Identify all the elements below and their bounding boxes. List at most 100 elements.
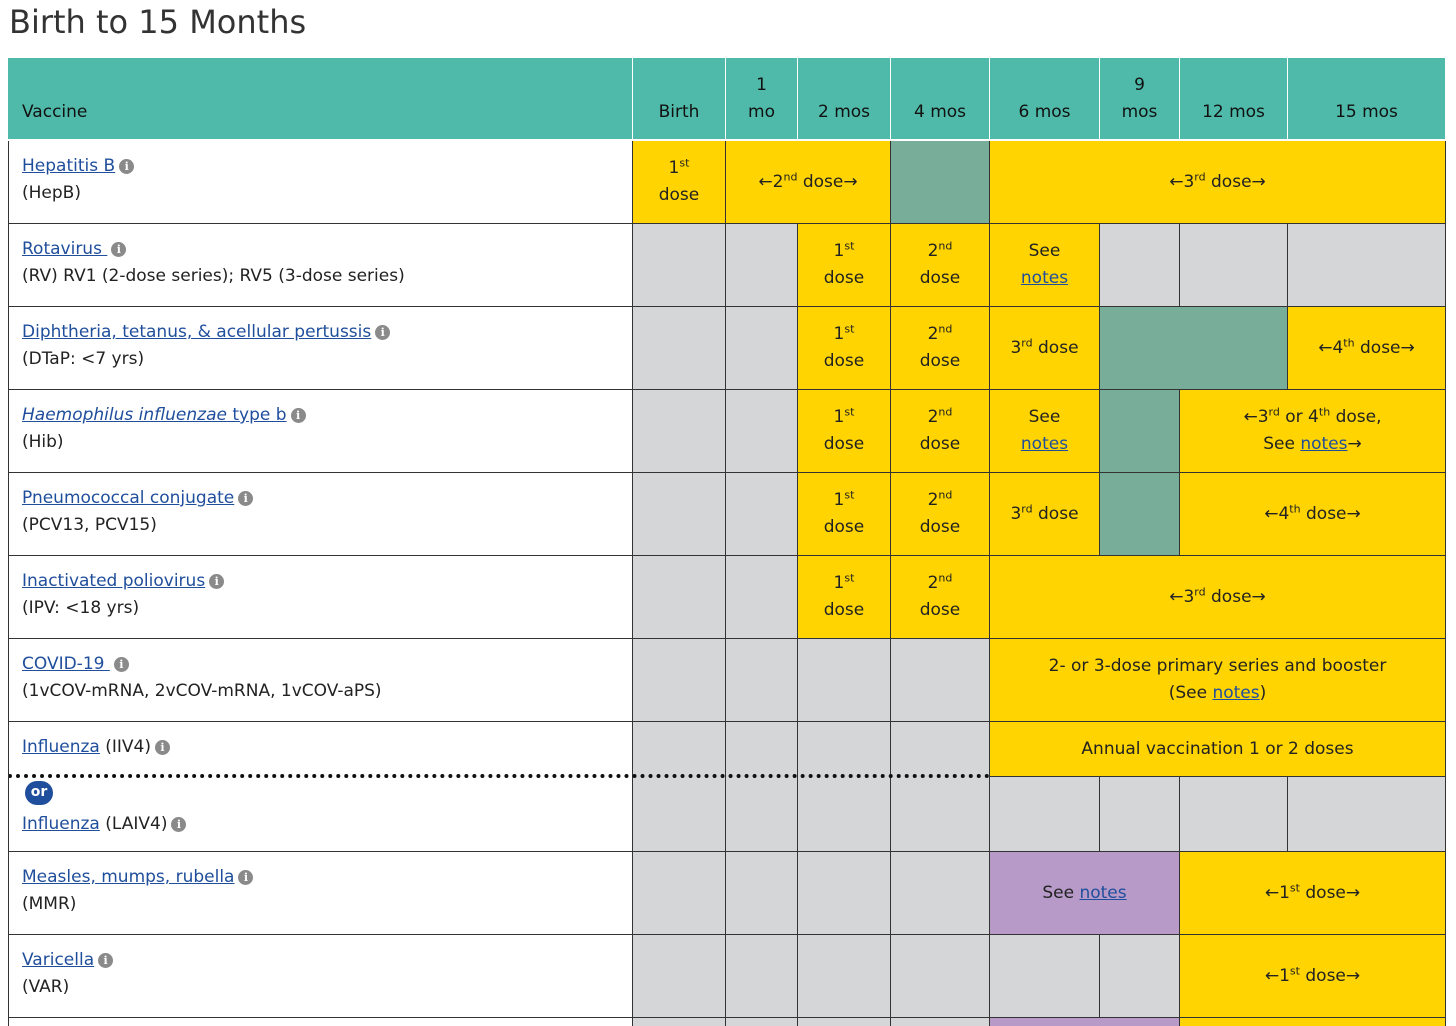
notes-link[interactable]: notes	[1300, 434, 1348, 454]
dose-range-cell: Annual vaccination 1 or 2 doses	[990, 722, 1446, 777]
info-icon[interactable]: i	[238, 869, 254, 885]
dose-range-cell: ←1st dose→	[1180, 852, 1446, 935]
notes-link[interactable]: notes	[1079, 882, 1127, 903]
empty-cell	[726, 224, 798, 307]
dose-cell: 2nd dose	[891, 556, 990, 639]
vaccine-link-varicella[interactable]: Varicella	[22, 950, 95, 970]
vaccine-link-hib[interactable]: Haemophilus influenzae type b	[22, 405, 287, 425]
notes-link[interactable]: notes	[1020, 268, 1069, 288]
vaccine-link-influenza[interactable]: Influenza	[22, 814, 100, 834]
info-icon[interactable]: i	[111, 241, 127, 257]
dose-cell: 3rd dose	[990, 473, 1100, 556]
dose-range-cell: ←2nd dose→	[726, 141, 891, 224]
vaccine-cell-influenza-iiv4: Influenza (IIV4) i	[8, 722, 633, 777]
empty-cell	[990, 935, 1100, 1018]
dose-cell: 2nd dose	[891, 307, 990, 390]
vaccine-link-ipv[interactable]: Inactivated poliovirus	[22, 571, 206, 591]
empty-cell	[891, 777, 990, 852]
info-icon[interactable]: i	[113, 656, 129, 672]
dose-cell: 1st dose	[633, 141, 726, 224]
dose-range-cell: ←4th dose→	[1288, 307, 1446, 390]
dose-range-cell: 2- or 3-dose primary series and booster(…	[990, 639, 1446, 722]
vaccine-link-pcv[interactable]: Pneumococcal conjugate	[22, 488, 235, 508]
table-left-border	[8, 141, 9, 1026]
column-header-12mos: 12 mos	[1180, 58, 1288, 141]
empty-cell	[1180, 224, 1288, 307]
empty-cell	[798, 639, 891, 722]
dose-cell: 2nd dose	[891, 224, 990, 307]
dose-range-cell: ←3rd dose→	[990, 556, 1446, 639]
dose-cell: 1st dose	[798, 390, 891, 473]
empty-cell	[633, 639, 726, 722]
info-icon[interactable]: i	[119, 158, 135, 174]
vaccine-link-hepb[interactable]: Hepatitis B	[22, 156, 116, 176]
empty-cell	[1100, 777, 1180, 852]
dose-cell: 2nd dose	[891, 390, 990, 473]
notes-link[interactable]: notes	[1212, 683, 1260, 703]
dose-cell: 1st dose	[798, 473, 891, 556]
empty-cell	[726, 1018, 798, 1026]
vaccine-link-influenza[interactable]: Influenza	[22, 737, 100, 757]
vaccine-cell-partial	[8, 1018, 633, 1026]
dose-range-cell: ←3rd or 4th dose, See notes→	[1180, 390, 1446, 473]
vaccine-link-covid19[interactable]: COVID-19	[22, 654, 110, 674]
dose-cell: 1st dose	[798, 307, 891, 390]
empty-cell	[1100, 935, 1180, 1018]
dose-cell: 1st dose	[798, 224, 891, 307]
catchup-cell	[1100, 307, 1288, 390]
vaccine-cell-pcv: Pneumococcal conjugate i (PCV13, PCV15)	[8, 473, 633, 556]
empty-cell	[633, 224, 726, 307]
info-icon[interactable]: i	[98, 952, 114, 968]
empty-cell	[1180, 777, 1288, 852]
info-icon[interactable]: i	[290, 407, 306, 423]
empty-cell	[726, 556, 798, 639]
column-header-6mos: 6 mos	[990, 58, 1100, 141]
vaccine-abbrev: (PCV13, PCV15)	[22, 515, 157, 535]
empty-cell	[726, 639, 798, 722]
column-header-1mo: 1 mo	[726, 58, 798, 141]
vaccine-cell-ipv: Inactivated poliovirus i (IPV: <18 yrs)	[8, 556, 633, 639]
column-header-15mos: 15 mos	[1288, 58, 1446, 141]
vaccine-abbrev: (DTaP: <7 yrs)	[22, 349, 145, 369]
info-icon[interactable]: i	[209, 573, 225, 589]
catchup-cell	[1100, 473, 1180, 556]
vaccine-link-rotavirus[interactable]: Rotavirus	[22, 239, 108, 259]
empty-cell	[891, 935, 990, 1018]
empty-cell	[726, 390, 798, 473]
empty-cell	[726, 852, 798, 935]
empty-cell	[633, 777, 726, 852]
empty-cell	[633, 1018, 726, 1026]
empty-cell	[798, 722, 891, 777]
catchup-cell	[891, 141, 990, 224]
vaccine-link-mmr[interactable]: Measles, mumps, rubella	[22, 867, 235, 887]
empty-cell	[891, 1018, 990, 1026]
info-icon[interactable]: i	[375, 324, 391, 340]
dose-range-cell: ←4th dose→	[1180, 473, 1446, 556]
info-icon[interactable]: i	[171, 816, 187, 832]
dose-cell: 1st dose	[798, 556, 891, 639]
immunization-schedule-table: Vaccine Birth 1 mo 2 mos 4 mos 6 mos 9 mos…	[8, 58, 1446, 1026]
empty-cell	[891, 722, 990, 777]
empty-cell	[1100, 224, 1180, 307]
vaccine-cell-covid19: COVID-19 i (1vCOV-mRNA, 2vCOV-mRNA, 1vCO…	[8, 639, 633, 722]
vaccine-link-dtap[interactable]: Diphtheria, tetanus, & acellular pertuss…	[22, 322, 372, 342]
info-icon[interactable]: i	[238, 490, 254, 506]
empty-cell	[891, 852, 990, 935]
special-cell	[990, 1018, 1180, 1026]
dose-range-cell	[1180, 1018, 1446, 1026]
see-notes-cell: See notes	[990, 224, 1100, 307]
notes-link[interactable]: notes	[1020, 434, 1069, 454]
info-icon[interactable]: i	[155, 739, 171, 755]
empty-cell	[891, 639, 990, 722]
dose-cell: 2nd dose	[891, 473, 990, 556]
vaccine-abbrev: (RV) RV1 (2-dose series); RV5 (3-dose se…	[22, 266, 405, 286]
vaccine-cell-rotavirus: Rotavirus i (RV) RV1 (2-dose series); RV…	[8, 224, 633, 307]
empty-cell	[633, 852, 726, 935]
empty-cell	[633, 935, 726, 1018]
or-badge: or	[25, 781, 53, 805]
see-notes-cell: See notes	[990, 390, 1100, 473]
empty-cell	[726, 722, 798, 777]
empty-cell	[633, 556, 726, 639]
